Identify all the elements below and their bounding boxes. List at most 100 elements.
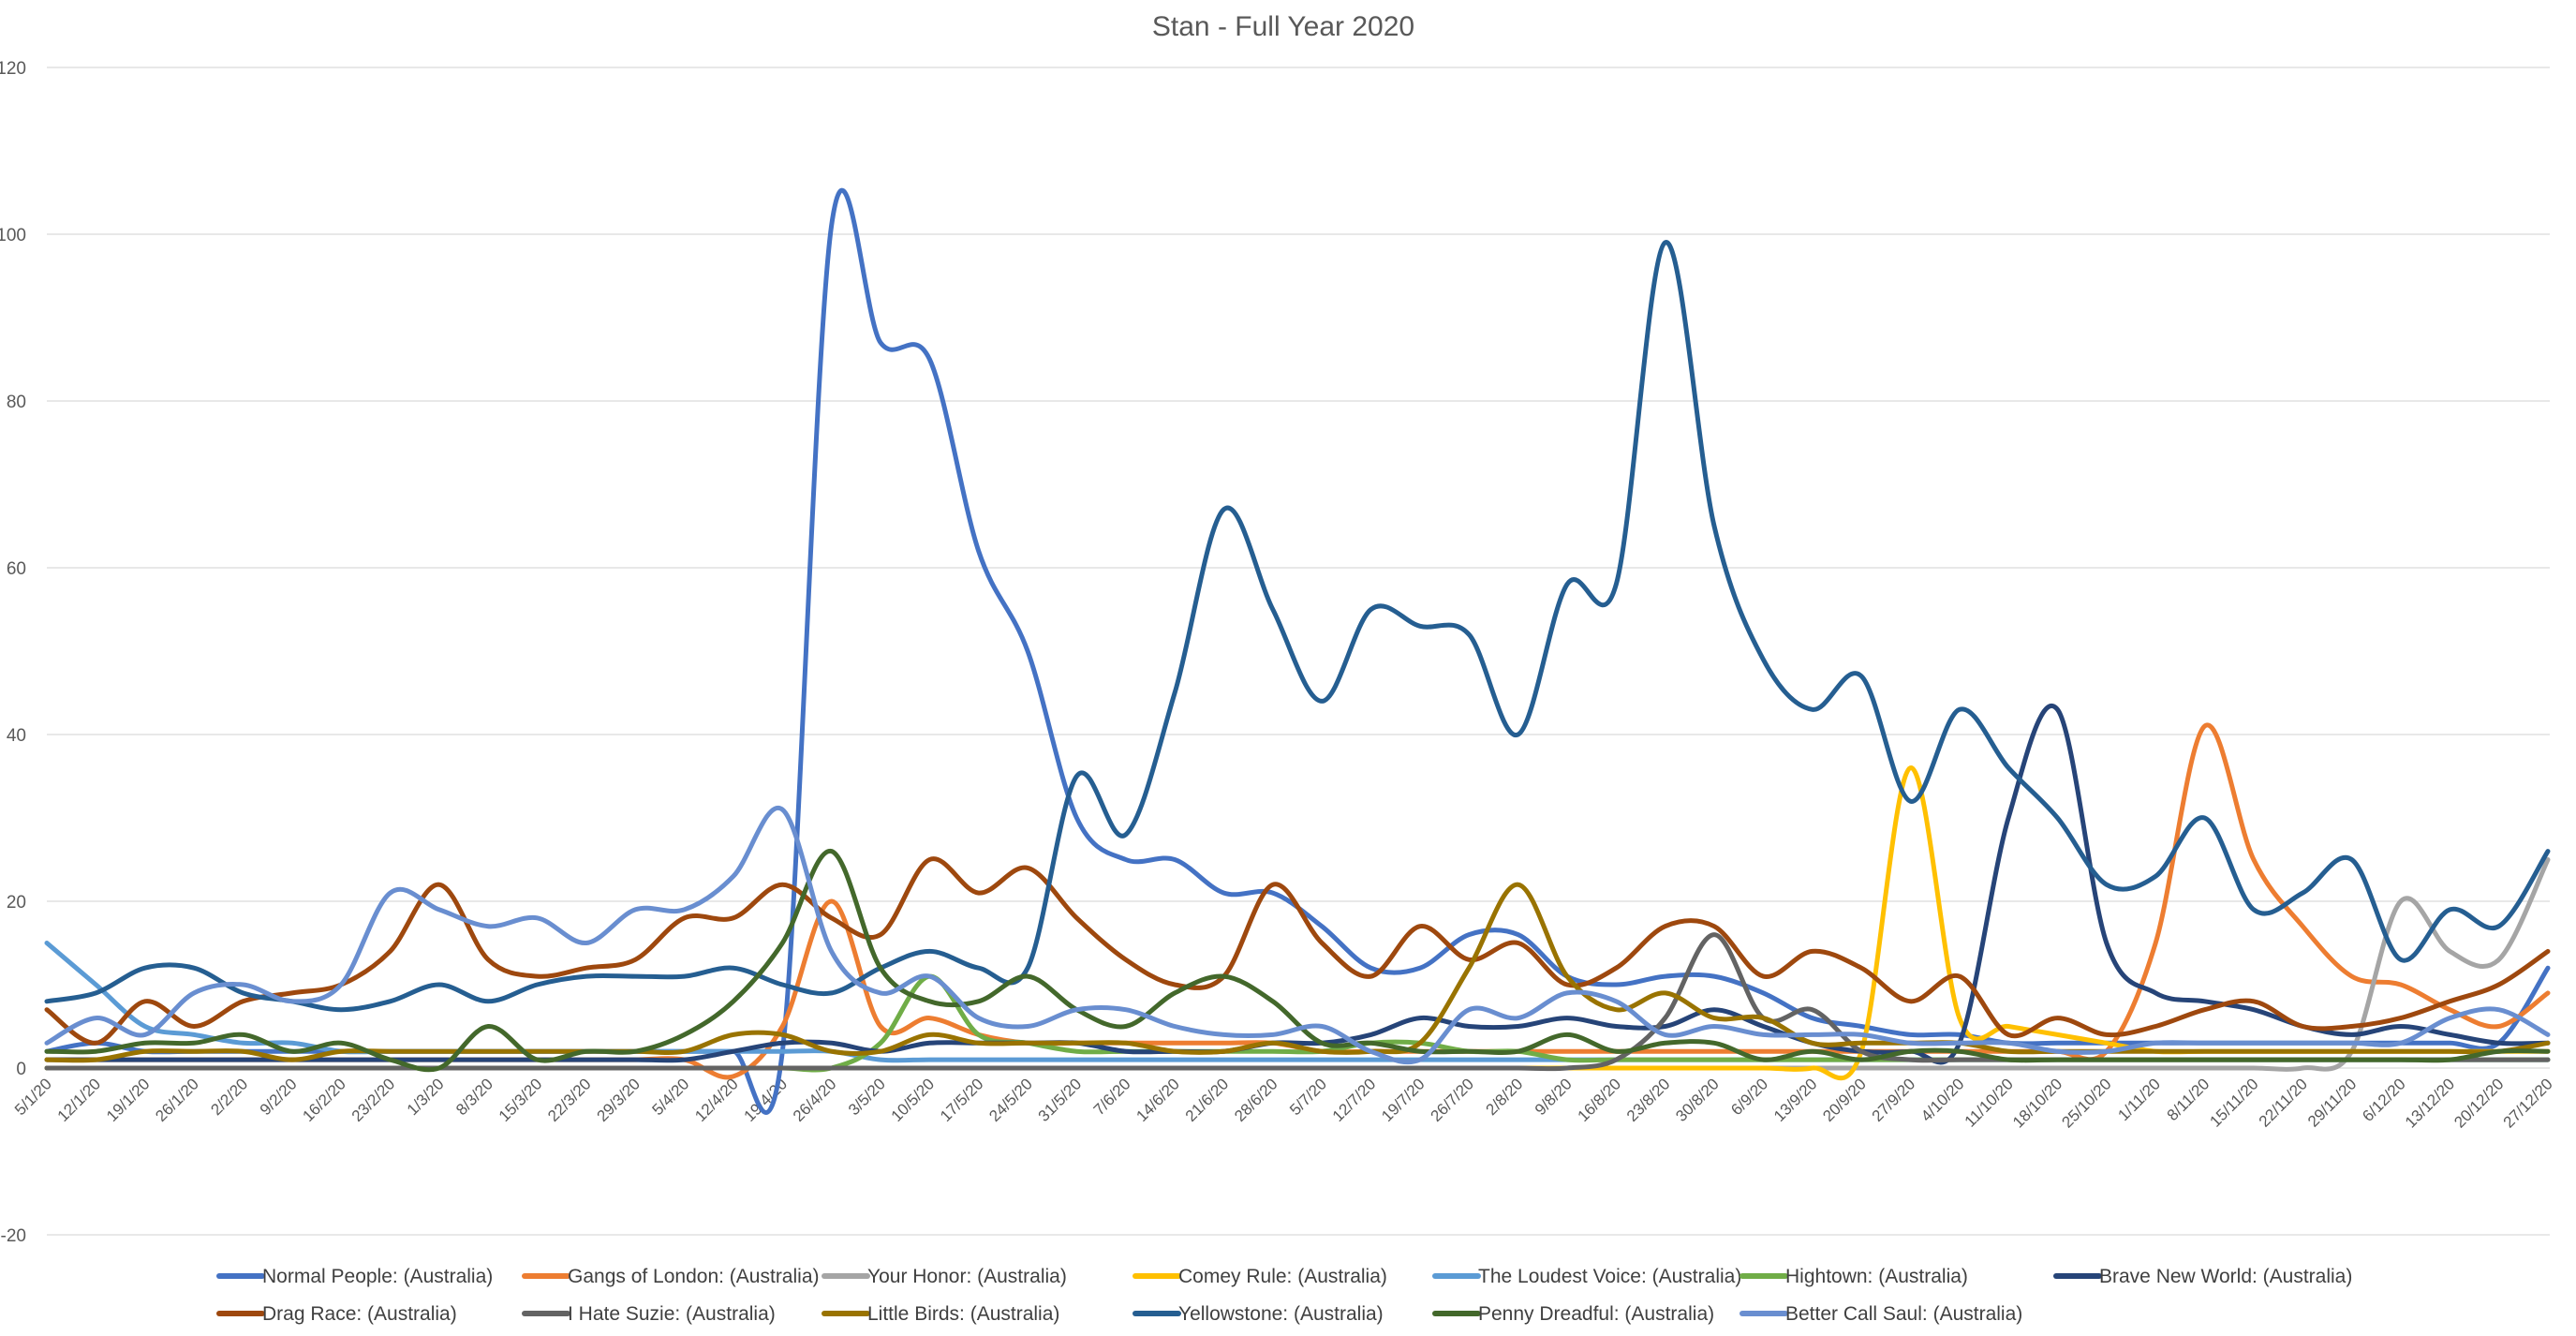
x-tick-label: 16/2/20 bbox=[299, 1075, 349, 1125]
x-tick-label: 29/3/20 bbox=[594, 1075, 644, 1125]
x-tick-label: 19/1/20 bbox=[103, 1075, 154, 1125]
legend-label: Your Honor: (Australia) bbox=[867, 1266, 1067, 1287]
legend-label: Normal People: (Australia) bbox=[262, 1266, 493, 1287]
x-tick-label: 27/9/20 bbox=[1869, 1075, 1919, 1125]
x-tick-label: 5/4/20 bbox=[649, 1075, 693, 1119]
legend-entry: Little Birds: (Australia) bbox=[822, 1303, 1059, 1325]
x-tick-label: 10/5/20 bbox=[888, 1075, 939, 1125]
legend-label: Better Call Saul: (Australia) bbox=[1785, 1303, 2022, 1325]
y-axis-ticks: -20 0 20 40 60 80 100 120 bbox=[0, 59, 26, 1246]
legend-label: Yellowstone: (Australia) bbox=[1178, 1303, 1384, 1325]
y-tick-label: 20 bbox=[7, 893, 26, 913]
x-tick-label: 28/6/20 bbox=[1231, 1075, 1281, 1125]
x-tick-label: 13/9/20 bbox=[1770, 1075, 1821, 1125]
series-line-3 bbox=[44, 765, 2551, 1081]
x-tick-label: 8/11/20 bbox=[2164, 1075, 2213, 1124]
legend-entry: Better Call Saul: (Australia) bbox=[1740, 1303, 2022, 1325]
x-tick-label: 12/7/20 bbox=[1329, 1075, 1380, 1125]
legend-entry: Brave New World: (Australia) bbox=[2053, 1266, 2352, 1287]
legend-entry: Comey Rule: (Australia) bbox=[1133, 1266, 1387, 1287]
x-tick-label: 6/12/20 bbox=[2359, 1075, 2409, 1125]
y-tick-label: 0 bbox=[16, 1060, 26, 1079]
x-tick-label: 16/8/20 bbox=[1575, 1075, 1625, 1125]
legend-entry: Drag Race: (Australia) bbox=[216, 1303, 457, 1325]
legend-entry: Hightown: (Australia) bbox=[1740, 1266, 1968, 1287]
x-tick-label: 29/11/20 bbox=[2304, 1075, 2360, 1130]
legend: Normal People: (Australia) Gangs of Londo… bbox=[216, 1266, 2352, 1325]
x-tick-label: 19/7/20 bbox=[1378, 1075, 1429, 1125]
x-tick-label: 12/4/20 bbox=[691, 1075, 742, 1125]
x-tick-label: 12/1/20 bbox=[54, 1075, 105, 1125]
x-tick-label: 18/10/20 bbox=[2009, 1075, 2065, 1131]
legend-label: I Hate Suzie: (Australia) bbox=[568, 1303, 776, 1325]
chart-title: Stan - Full Year 2020 bbox=[1152, 11, 1414, 42]
x-tick-label: 9/8/20 bbox=[1532, 1075, 1576, 1119]
x-tick-label: 17/5/20 bbox=[937, 1075, 987, 1125]
y-tick-label: 40 bbox=[7, 726, 26, 746]
x-tick-label: 3/5/20 bbox=[845, 1075, 889, 1119]
x-tick-label: 11/10/20 bbox=[1962, 1075, 2017, 1130]
legend-label: The Loudest Voice: (Australia) bbox=[1478, 1266, 1741, 1287]
legend-label: Little Birds: (Australia) bbox=[867, 1303, 1059, 1325]
legend-label: Comey Rule: (Australia) bbox=[1178, 1266, 1387, 1287]
legend-entry: Penny Dreadful: (Australia) bbox=[1432, 1303, 1714, 1325]
x-tick-label: 23/8/20 bbox=[1623, 1075, 1674, 1125]
x-tick-label: 2/2/20 bbox=[207, 1075, 251, 1119]
x-tick-label: 9/2/20 bbox=[257, 1075, 301, 1119]
x-tick-label: 23/2/20 bbox=[348, 1075, 399, 1125]
legend-label: Hightown: (Australia) bbox=[1785, 1266, 1968, 1287]
legend-label: Penny Dreadful: (Australia) bbox=[1478, 1303, 1714, 1325]
legend-entry: Gangs of London: (Australia) bbox=[522, 1266, 820, 1287]
legend-label: Gangs of London: (Australia) bbox=[568, 1266, 820, 1287]
x-tick-label: 31/5/20 bbox=[1035, 1075, 1086, 1125]
series-line-12 bbox=[44, 805, 2551, 1065]
series-line-7 bbox=[44, 856, 2551, 1046]
x-tick-label: 4/10/20 bbox=[1917, 1075, 1968, 1125]
x-tick-label: 14/6/20 bbox=[1133, 1075, 1183, 1125]
x-tick-label: 5/1/20 bbox=[11, 1075, 55, 1119]
series-line-9 bbox=[44, 882, 2551, 1063]
x-tick-label: 26/4/20 bbox=[790, 1075, 840, 1125]
legend-label: Drag Race: (Australia) bbox=[262, 1303, 457, 1325]
y-tick-label: 120 bbox=[0, 59, 26, 79]
x-tick-label: 25/10/20 bbox=[2058, 1075, 2114, 1131]
x-tick-label: 15/11/20 bbox=[2206, 1075, 2261, 1130]
x-tick-label: 1/11/20 bbox=[2114, 1075, 2164, 1124]
series-line-0 bbox=[44, 187, 2551, 1115]
x-tick-label: 13/12/20 bbox=[2402, 1075, 2458, 1131]
y-tick-label: 100 bbox=[0, 226, 26, 245]
x-tick-label: 30/8/20 bbox=[1672, 1075, 1723, 1125]
x-tick-label: 20/9/20 bbox=[1819, 1075, 1870, 1125]
x-tick-label: 8/3/20 bbox=[452, 1075, 496, 1119]
y-tick-label: -20 bbox=[1, 1226, 26, 1246]
x-tick-label: 27/12/20 bbox=[2500, 1075, 2556, 1131]
x-tick-label: 26/1/20 bbox=[152, 1075, 202, 1125]
series-line-6 bbox=[44, 704, 2551, 1065]
series-line-10 bbox=[44, 240, 2551, 1013]
series-lines bbox=[44, 187, 2551, 1115]
y-tick-label: 60 bbox=[7, 559, 26, 579]
x-tick-label: 26/7/20 bbox=[1428, 1075, 1478, 1125]
x-tick-label: 6/9/20 bbox=[1727, 1075, 1771, 1119]
x-tick-label: 22/11/20 bbox=[2256, 1075, 2311, 1130]
x-tick-label: 22/3/20 bbox=[544, 1075, 595, 1125]
x-tick-label: 2/8/20 bbox=[1483, 1075, 1527, 1119]
legend-entry: Normal People: (Australia) bbox=[216, 1266, 493, 1287]
legend-entry: Yellowstone: (Australia) bbox=[1133, 1303, 1384, 1325]
x-tick-label: 20/12/20 bbox=[2450, 1075, 2507, 1131]
legend-entry: I Hate Suzie: (Australia) bbox=[522, 1303, 776, 1325]
x-tick-label: 1/3/20 bbox=[404, 1075, 448, 1119]
x-tick-label: 21/6/20 bbox=[1182, 1075, 1233, 1125]
y-tick-label: 80 bbox=[7, 393, 26, 412]
x-tick-label: 5/7/20 bbox=[1286, 1075, 1330, 1119]
x-tick-label: 15/3/20 bbox=[496, 1075, 546, 1125]
legend-label: Brave New World: (Australia) bbox=[2099, 1266, 2352, 1287]
legend-entry: The Loudest Voice: (Australia) bbox=[1432, 1266, 1741, 1287]
legend-entry: Your Honor: (Australia) bbox=[822, 1266, 1067, 1287]
x-tick-label: 24/5/20 bbox=[985, 1075, 1036, 1125]
x-tick-label: 7/6/20 bbox=[1090, 1075, 1134, 1119]
series-line-11 bbox=[44, 849, 2551, 1073]
